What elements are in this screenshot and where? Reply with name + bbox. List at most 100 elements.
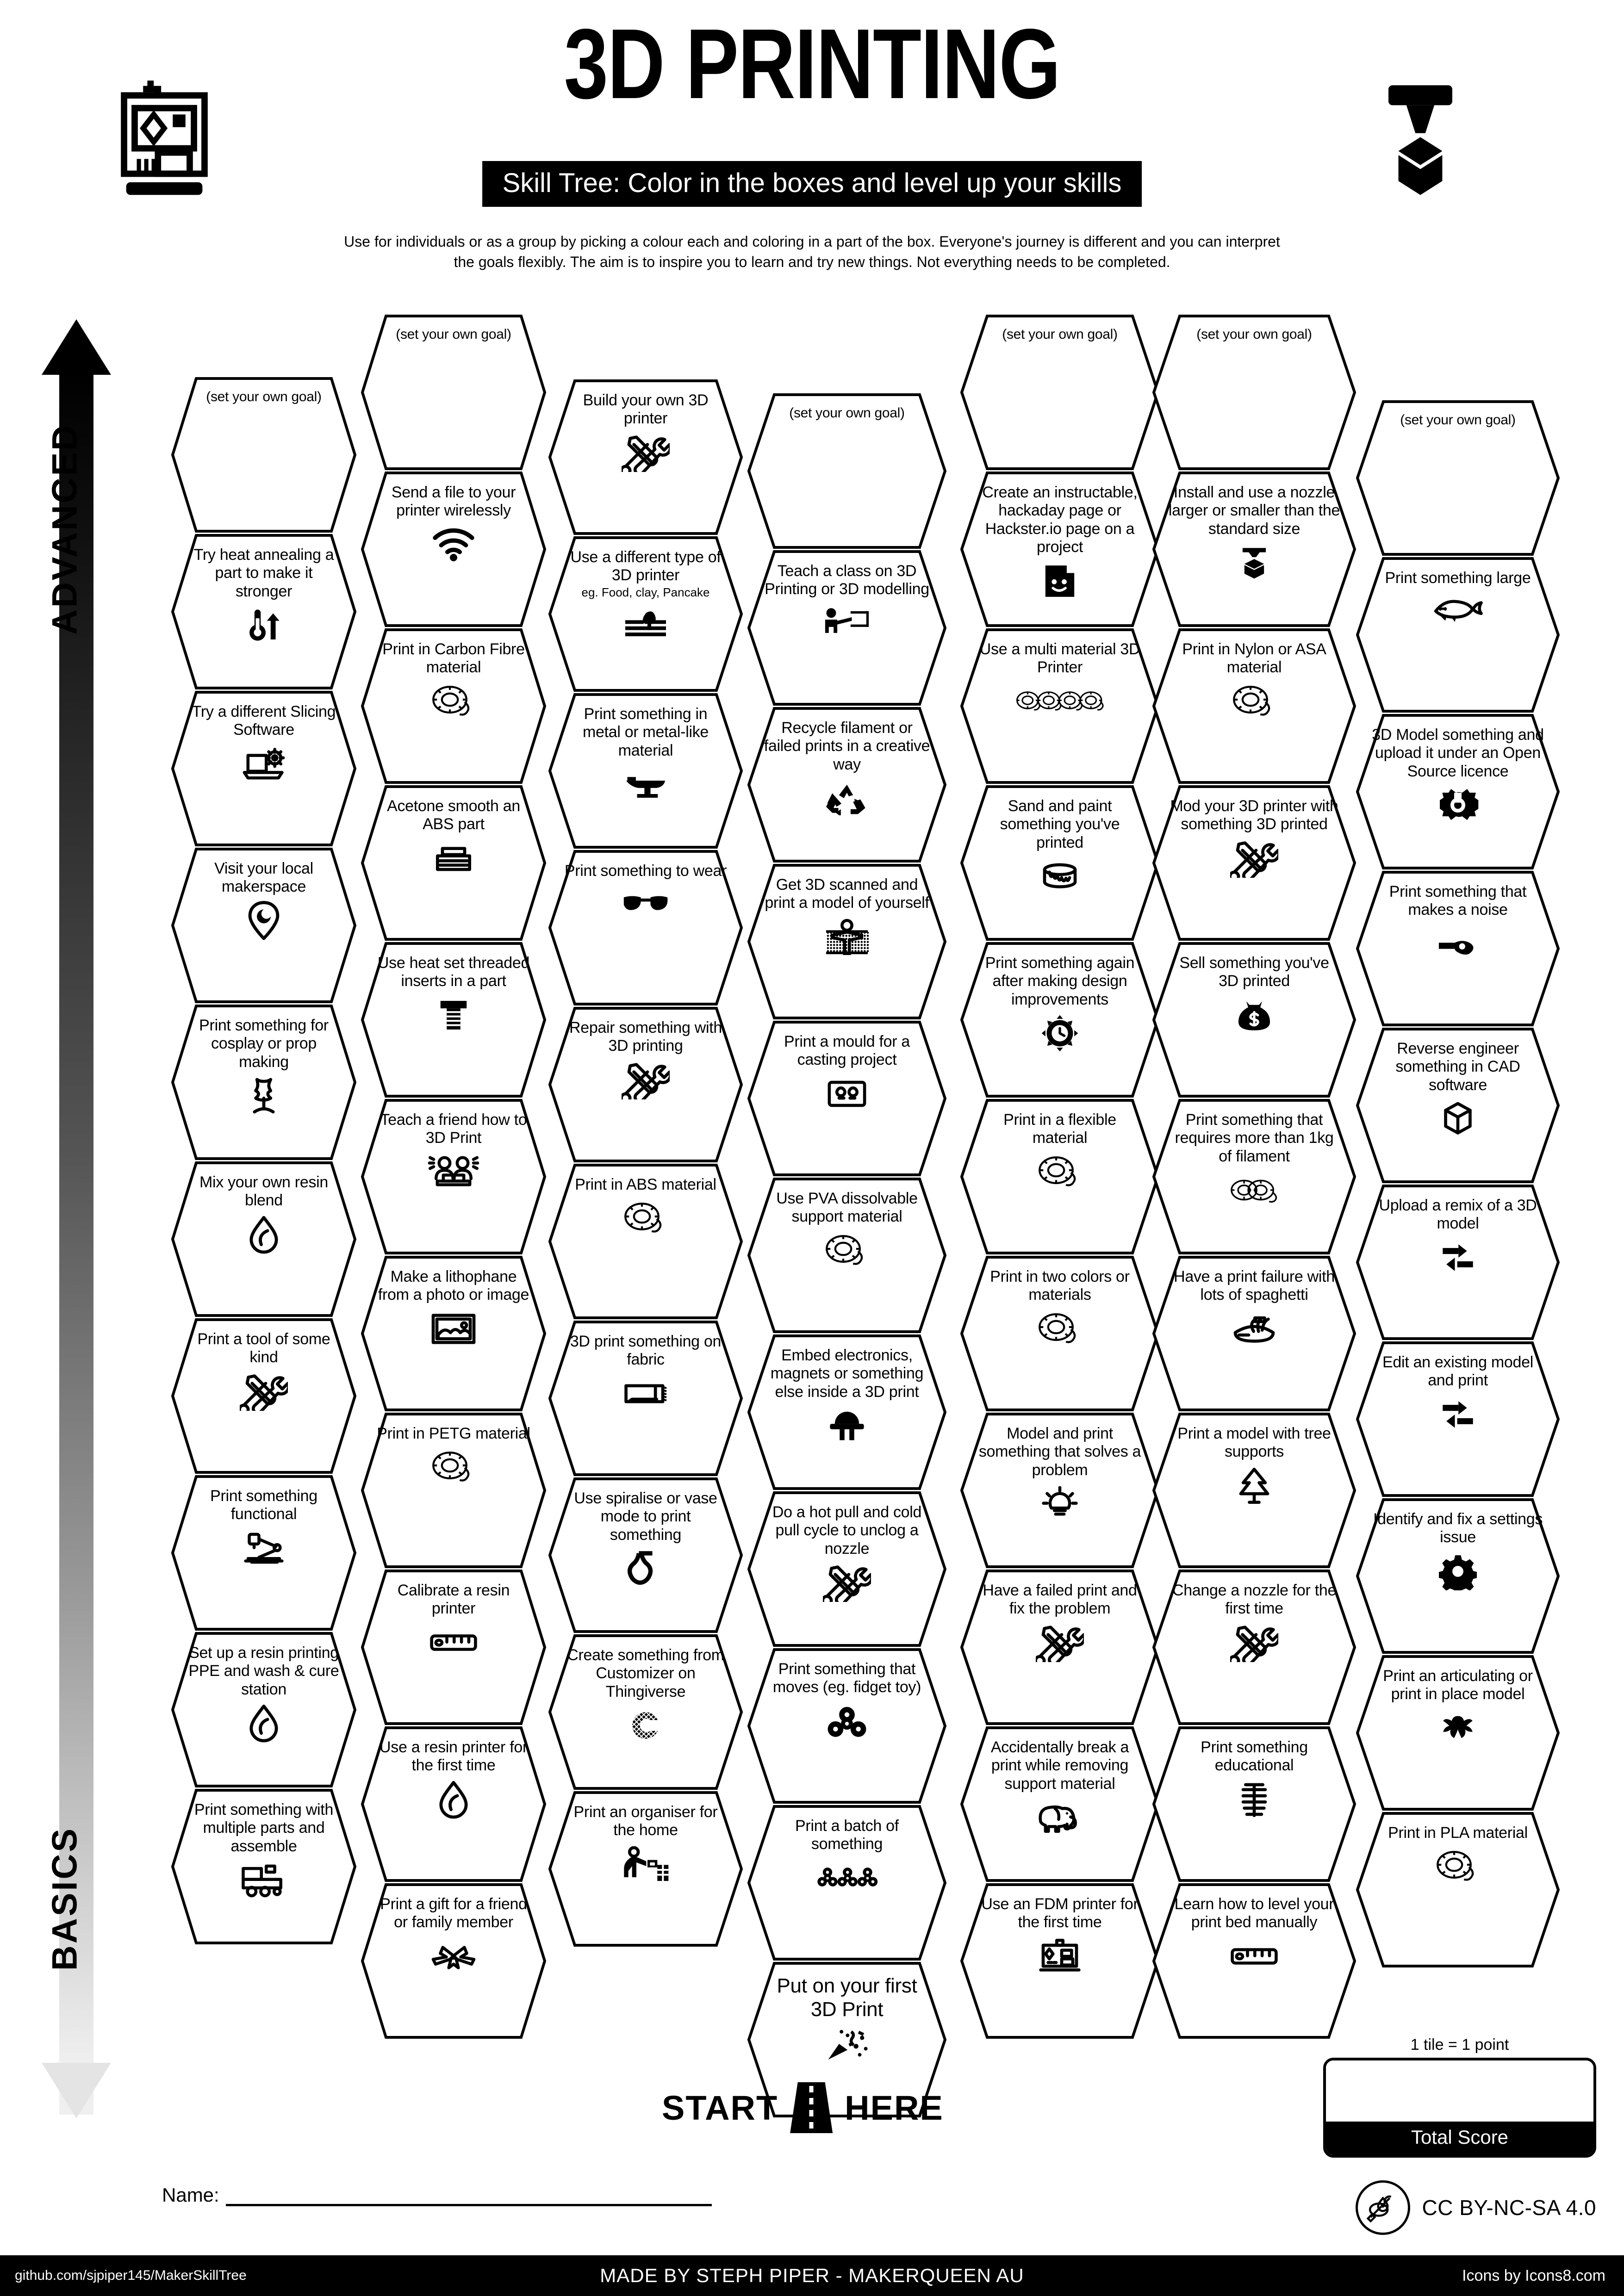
skill-tile[interactable]: Do a hot pull and cold pull cycle to unc… — [747, 1491, 946, 1647]
skill-tile[interactable]: Try heat annealing a part to make it str… — [171, 534, 356, 689]
skill-tile-label: Embed electronics, magnets or something … — [770, 1347, 924, 1401]
skill-tile[interactable]: Identify and fix a settings issue — [1356, 1498, 1560, 1654]
skill-tile[interactable]: Make a lithophane from a photo or image — [361, 1256, 546, 1411]
skill-tile[interactable]: Calibrate a resin printer — [361, 1570, 546, 1725]
skill-tile[interactable]: 3D print something on fabric — [548, 1321, 743, 1476]
skill-tile[interactable]: Print in two colors or materials — [960, 1256, 1159, 1411]
map-pin-icon — [248, 901, 280, 941]
skill-tile[interactable]: Use PVA dissolvable support material — [747, 1178, 946, 1333]
teacher-board-icon — [821, 603, 872, 643]
skill-tile[interactable]: (set your own goal) — [1152, 315, 1356, 470]
skill-tile[interactable]: Print something educational — [1152, 1726, 1356, 1882]
skill-tile[interactable]: Have a failed print and fix the problem — [960, 1570, 1159, 1725]
skill-tile[interactable]: Try a different Slicing Software — [171, 691, 356, 846]
fdm-printer-icon — [1038, 1936, 1082, 1976]
skill-tile[interactable]: Print something again after making desig… — [960, 942, 1159, 1098]
skill-tile-label: Print something large — [1385, 569, 1531, 587]
skill-tile[interactable]: Build your own 3D printer — [548, 379, 743, 535]
hex-outline — [171, 1789, 356, 1944]
skill-tile[interactable]: Change a nozzle for the first time — [1152, 1570, 1356, 1725]
skill-tile[interactable]: Have a print failure with lots of spaghe… — [1152, 1256, 1356, 1411]
skill-tile[interactable]: 3D Model something and upload it under a… — [1356, 714, 1560, 869]
skill-tile-label: Use an FDM printer for the first time — [981, 1895, 1139, 1931]
skill-tile[interactable]: Embed electronics, magnets or something … — [747, 1334, 946, 1490]
skill-tile[interactable]: (set your own goal) — [747, 393, 946, 549]
name-input[interactable] — [225, 2185, 712, 2206]
skill-tile[interactable]: Print a batch of something — [747, 1805, 946, 1961]
skill-tile[interactable]: (set your own goal) — [1356, 400, 1560, 556]
skill-tile[interactable]: Use heat set threaded inserts in a part — [361, 942, 546, 1098]
skill-tile-label: Print in a flexible material — [1003, 1111, 1116, 1147]
skill-tile[interactable]: Reverse engineer something in CAD softwa… — [1356, 1028, 1560, 1183]
skill-tile[interactable]: Create an instructable, hackaday page or… — [960, 472, 1159, 627]
total-score-input[interactable] — [1326, 2060, 1593, 2122]
ruler-icon — [429, 1623, 479, 1663]
skill-tile[interactable]: Visit your local makerspace — [171, 848, 356, 1003]
skill-tile[interactable]: Print something in metal or metal-like m… — [548, 693, 743, 849]
skill-tile[interactable]: Print an articulating or print in place … — [1356, 1655, 1560, 1811]
skill-tile[interactable]: Accidentally break a print while removin… — [960, 1726, 1159, 1882]
hex-outline — [747, 550, 946, 706]
skill-tile-label: Identify and fix a settings issue — [1373, 1510, 1543, 1546]
skill-tile[interactable]: Send a file to your printer wirelessly — [361, 472, 546, 627]
skill-tile[interactable]: Print in PETG material — [361, 1413, 546, 1568]
skill-tile[interactable]: Mix your own resin blend — [171, 1161, 356, 1317]
skill-tile-label: (set your own goal) — [1196, 327, 1312, 342]
skill-tile[interactable]: Print in a flexible material — [960, 1099, 1159, 1254]
skill-tile[interactable]: Upload a remix of a 3D model — [1356, 1185, 1560, 1340]
skill-tile[interactable]: Print something that moves (eg. fidget t… — [747, 1648, 946, 1804]
skill-tile[interactable]: Put on your first 3D Print — [747, 1962, 946, 2117]
skill-tile[interactable]: Print something that makes a noise — [1356, 871, 1560, 1026]
footer-repo-link[interactable]: github.com/sjpiper145/MakerSkillTree — [15, 2268, 247, 2283]
skill-tile[interactable]: Use a multi material 3D Printer — [960, 628, 1159, 784]
skill-tile[interactable]: Use an FDM printer for the first time — [960, 1883, 1159, 2039]
skill-tile-label: Edit an existing model and print — [1382, 1353, 1534, 1390]
skill-tile[interactable]: Set up a resin printing PPE and wash & c… — [171, 1632, 356, 1787]
skill-tile-label: Print something again after making desig… — [985, 954, 1135, 1008]
skill-tile[interactable]: Print something that requires more than … — [1152, 1099, 1356, 1254]
skill-tile[interactable]: Get 3D scanned and print a model of your… — [747, 864, 946, 1019]
organiser-icon — [622, 1844, 670, 1884]
skill-tile[interactable]: Use spiralise or vase mode to print some… — [548, 1477, 743, 1633]
skill-tile[interactable]: Print in Nylon or ASA material — [1152, 628, 1356, 784]
skill-tile[interactable]: Print in Carbon Fibre material — [361, 628, 546, 784]
skill-tile[interactable]: Create something from Customizer on Thin… — [548, 1634, 743, 1790]
skill-tile[interactable]: Print in ABS material — [548, 1164, 743, 1319]
two-spools-icon — [1227, 1170, 1282, 1210]
skill-tile[interactable]: Edit an existing model and print — [1356, 1341, 1560, 1497]
skill-tile[interactable]: Print something large — [1356, 557, 1560, 713]
skill-tile[interactable]: Print in PLA material — [1356, 1812, 1560, 1967]
skill-tile[interactable]: Print something with multiple parts and … — [171, 1789, 356, 1944]
skill-tile[interactable]: Use a different type of 3D printer eg. Fo… — [548, 536, 743, 692]
skill-tile[interactable]: Print an organiser for the home — [548, 1791, 743, 1947]
skill-tile[interactable]: Sell something you've 3D printed — [1152, 942, 1356, 1098]
footer-icons-credit[interactable]: Icons by Icons8.com — [1462, 2266, 1605, 2284]
skill-tile[interactable]: Use a resin printer for the first time — [361, 1726, 546, 1882]
hex-outline — [1152, 1413, 1356, 1568]
skill-tile[interactable]: Print something for cosplay or prop maki… — [171, 1005, 356, 1160]
skill-tile[interactable]: Print a gift for a friend or family memb… — [361, 1883, 546, 2039]
skill-tile[interactable]: Print something functional — [171, 1475, 356, 1631]
skill-tile[interactable]: Print a model with tree supports — [1152, 1413, 1356, 1568]
skill-tile[interactable]: Print a tool of some kind — [171, 1318, 356, 1474]
skill-tile[interactable]: Teach a class on 3D Printing or 3D model… — [747, 550, 946, 706]
skill-tile[interactable]: Sand and paint something you've printed — [960, 785, 1159, 941]
skill-tile[interactable]: Mod your 3D printer with something 3D pr… — [1152, 785, 1356, 941]
hex-outline — [361, 315, 546, 470]
skill-tile[interactable]: Install and use a nozzle larger or small… — [1152, 472, 1356, 627]
skill-tile[interactable]: Repair something with 3D printing — [548, 1007, 743, 1162]
skill-tile[interactable]: Teach a friend how to 3D Print — [361, 1099, 546, 1254]
tools-icon — [1230, 1623, 1278, 1663]
skill-tile[interactable]: Model and print something that solves a … — [960, 1413, 1159, 1568]
skill-tile[interactable]: Print a mould for a casting project — [747, 1021, 946, 1176]
skill-tile[interactable]: Learn how to level your print bed manual… — [1152, 1883, 1356, 2039]
skill-tile[interactable]: Acetone smooth an ABS part — [361, 785, 546, 941]
skill-tile[interactable]: (set your own goal) — [171, 377, 356, 533]
skill-tile[interactable]: (set your own goal) — [361, 315, 546, 470]
skill-tile[interactable]: Print something to wear — [548, 850, 743, 1005]
skill-tile-label: Use a different type of 3D printer — [570, 548, 721, 584]
robot-arm-icon — [241, 1528, 287, 1568]
skill-tile[interactable]: Recycle filament or failed prints in a c… — [747, 707, 946, 863]
skill-tile[interactable]: (set your own goal) — [960, 315, 1159, 470]
